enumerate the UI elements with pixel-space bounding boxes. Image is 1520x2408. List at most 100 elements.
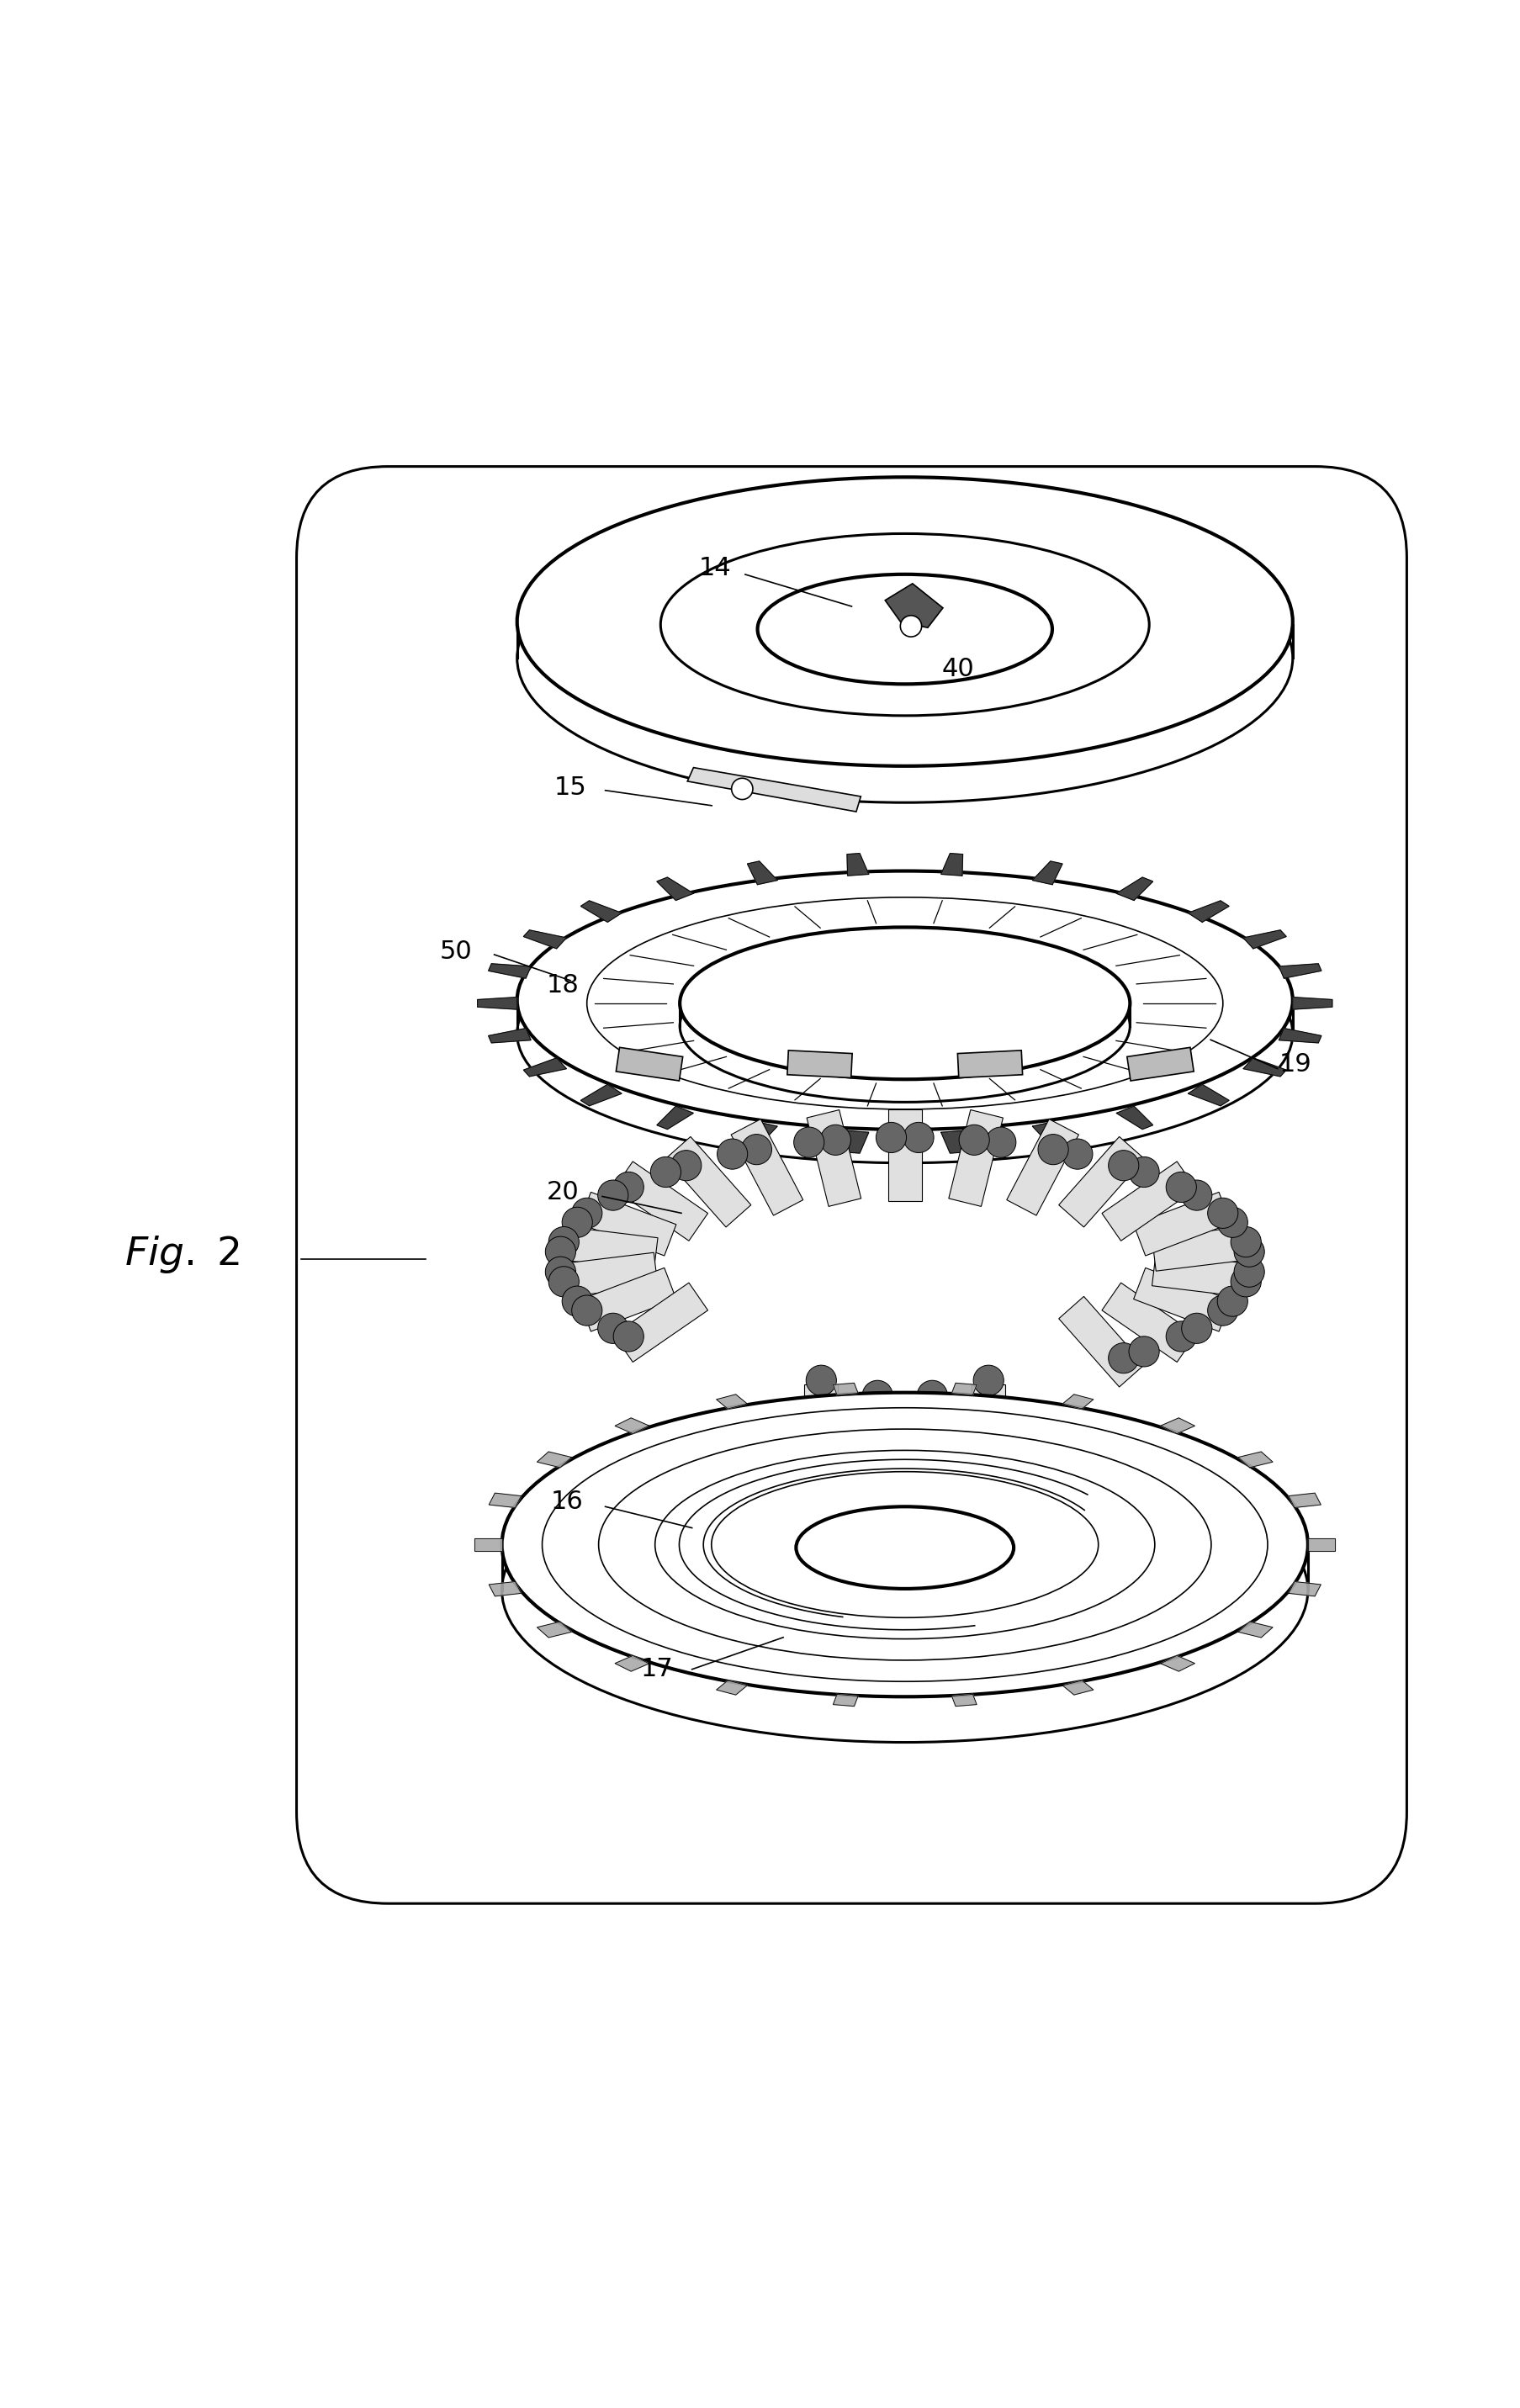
Bar: [579, 1192, 676, 1255]
Text: 17: 17: [640, 1657, 673, 1681]
Polygon shape: [581, 901, 622, 922]
Polygon shape: [1237, 1452, 1272, 1466]
Bar: [888, 1110, 921, 1202]
Polygon shape: [716, 1681, 746, 1695]
Polygon shape: [952, 1382, 976, 1394]
Polygon shape: [1187, 901, 1228, 922]
Polygon shape: [657, 1105, 693, 1129]
Circle shape: [1216, 1286, 1246, 1317]
Circle shape: [806, 1365, 836, 1397]
Circle shape: [597, 1312, 628, 1344]
Circle shape: [1216, 1206, 1246, 1238]
Circle shape: [740, 1134, 771, 1165]
Bar: [1058, 1296, 1143, 1387]
Polygon shape: [1116, 1105, 1152, 1129]
Circle shape: [572, 1197, 602, 1228]
Circle shape: [1207, 1197, 1237, 1228]
Bar: [1102, 1161, 1195, 1240]
Circle shape: [809, 1428, 833, 1454]
Circle shape: [865, 1445, 889, 1469]
Circle shape: [1233, 1257, 1263, 1288]
Polygon shape: [833, 1382, 857, 1394]
Bar: [787, 1050, 851, 1079]
Bar: [614, 1283, 707, 1363]
Bar: [666, 1137, 751, 1228]
Polygon shape: [1287, 1493, 1321, 1507]
Ellipse shape: [517, 872, 1292, 1129]
Polygon shape: [581, 1084, 622, 1105]
Circle shape: [1207, 1296, 1237, 1327]
Circle shape: [973, 1365, 1003, 1397]
Circle shape: [959, 1125, 990, 1156]
Ellipse shape: [502, 1392, 1307, 1698]
Bar: [948, 1110, 1003, 1206]
Bar: [804, 1385, 838, 1469]
Polygon shape: [941, 852, 962, 877]
Circle shape: [793, 1127, 824, 1158]
Circle shape: [920, 1445, 944, 1469]
Circle shape: [549, 1267, 579, 1298]
Polygon shape: [474, 1539, 502, 1551]
Circle shape: [670, 1151, 701, 1180]
Bar: [616, 1047, 682, 1081]
Polygon shape: [523, 1057, 565, 1076]
Bar: [806, 1110, 860, 1206]
Circle shape: [900, 616, 921, 636]
Polygon shape: [847, 1132, 868, 1153]
Polygon shape: [614, 1418, 649, 1433]
Ellipse shape: [795, 1507, 1014, 1589]
Polygon shape: [488, 1582, 521, 1597]
Circle shape: [1181, 1312, 1211, 1344]
Polygon shape: [537, 1621, 572, 1637]
Circle shape: [562, 1286, 593, 1317]
Bar: [971, 1385, 1005, 1469]
Circle shape: [1061, 1139, 1091, 1170]
Circle shape: [1233, 1235, 1263, 1267]
Circle shape: [731, 778, 752, 799]
Bar: [1126, 1047, 1193, 1081]
Ellipse shape: [679, 951, 1129, 1103]
Bar: [1102, 1283, 1195, 1363]
Polygon shape: [537, 1452, 572, 1466]
Polygon shape: [1032, 862, 1062, 884]
Polygon shape: [833, 1695, 857, 1707]
Polygon shape: [847, 852, 868, 877]
Text: 50: 50: [439, 939, 473, 963]
Circle shape: [1230, 1267, 1260, 1298]
Bar: [915, 1399, 948, 1483]
Circle shape: [1230, 1226, 1260, 1257]
Polygon shape: [885, 583, 942, 628]
Ellipse shape: [660, 535, 1149, 715]
Circle shape: [549, 1226, 579, 1257]
Polygon shape: [614, 1657, 649, 1671]
Polygon shape: [746, 1122, 777, 1146]
Circle shape: [917, 1380, 947, 1411]
Polygon shape: [1278, 1028, 1321, 1043]
Polygon shape: [523, 929, 565, 949]
Text: 14: 14: [698, 556, 731, 580]
Ellipse shape: [679, 927, 1129, 1079]
Polygon shape: [687, 768, 860, 811]
Circle shape: [903, 1122, 933, 1153]
Circle shape: [1166, 1173, 1196, 1202]
Circle shape: [1108, 1151, 1138, 1180]
Polygon shape: [1307, 1539, 1335, 1551]
Ellipse shape: [502, 1438, 1307, 1743]
Polygon shape: [1160, 1418, 1195, 1433]
Polygon shape: [1062, 1394, 1093, 1409]
Circle shape: [562, 1206, 593, 1238]
Text: 40: 40: [941, 657, 974, 681]
Circle shape: [985, 1127, 1015, 1158]
Polygon shape: [1243, 1057, 1286, 1076]
Bar: [1058, 1137, 1143, 1228]
Circle shape: [1128, 1336, 1158, 1368]
Ellipse shape: [517, 905, 1292, 1163]
Circle shape: [546, 1257, 576, 1288]
Bar: [614, 1161, 707, 1240]
Bar: [562, 1226, 658, 1271]
Circle shape: [976, 1428, 1000, 1454]
Text: 15: 15: [553, 775, 587, 799]
Circle shape: [546, 1235, 576, 1267]
Bar: [731, 1120, 803, 1216]
Circle shape: [1181, 1180, 1211, 1211]
